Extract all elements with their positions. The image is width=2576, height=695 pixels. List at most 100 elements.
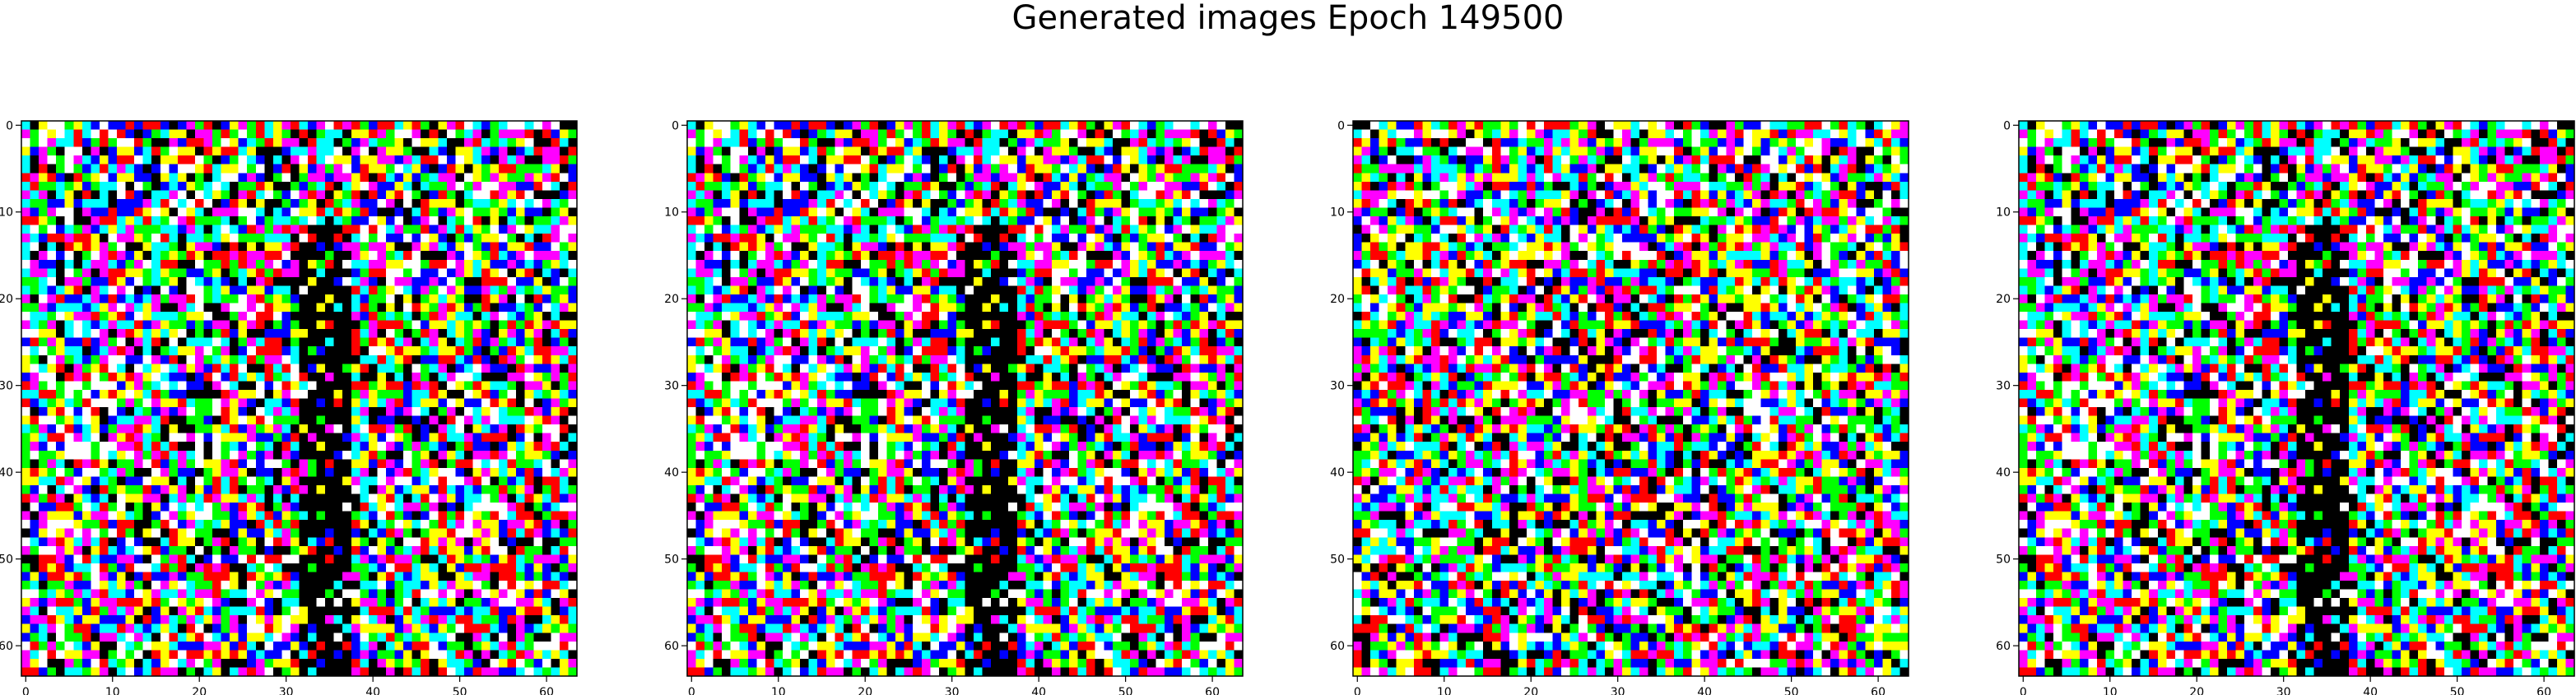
pixel (117, 121, 126, 130)
pixel (472, 155, 482, 165)
pixel (463, 173, 473, 183)
pixel (238, 173, 248, 183)
pixel (56, 129, 66, 139)
pixel (507, 198, 517, 208)
pixel (446, 207, 456, 217)
pixel (403, 173, 413, 183)
pixel (351, 198, 360, 208)
pixel (73, 121, 83, 130)
pixel (99, 121, 109, 130)
pixel (151, 155, 161, 165)
pixel (481, 129, 491, 139)
pixel (455, 198, 465, 208)
pixel (463, 181, 473, 191)
pixel (255, 207, 265, 217)
pixel (73, 173, 83, 183)
pixel (542, 173, 551, 183)
pixel (551, 138, 560, 148)
pixel (542, 190, 551, 200)
pixel (108, 164, 118, 174)
pixel (125, 146, 135, 156)
pixel (333, 164, 343, 174)
pixel (203, 164, 213, 174)
pixel (360, 198, 370, 208)
pixel (281, 198, 291, 208)
pixel (403, 198, 413, 208)
pixel (463, 190, 473, 200)
pixel (169, 146, 179, 156)
pixel (91, 138, 100, 148)
pixel (21, 121, 30, 130)
pixel (39, 121, 49, 130)
pixel (238, 155, 248, 165)
pixel (108, 181, 118, 191)
pixel (73, 129, 83, 139)
pixel (39, 216, 49, 225)
pixel (438, 173, 448, 183)
pixel (281, 121, 291, 130)
pixel (64, 155, 74, 165)
pixel (151, 173, 161, 183)
pixel (230, 129, 239, 139)
pixel (169, 138, 179, 148)
pixel (394, 129, 404, 139)
pixel (342, 181, 352, 191)
pixel (151, 164, 161, 174)
pixel (559, 207, 569, 217)
pixel (368, 181, 378, 191)
pixel (533, 198, 543, 208)
pixel (325, 207, 335, 217)
pixel (238, 129, 248, 139)
pixel (81, 155, 91, 165)
pixel (316, 164, 326, 174)
pixel (385, 121, 395, 130)
pixel (99, 173, 109, 183)
pixel (186, 207, 196, 217)
pixel (221, 138, 230, 148)
pixel (325, 146, 335, 156)
pixel (559, 164, 569, 174)
pixel (438, 181, 448, 191)
pixel (125, 164, 135, 174)
pixel (403, 121, 413, 130)
pixel (212, 207, 221, 217)
pixel (203, 146, 213, 156)
pixel (394, 138, 404, 148)
pixel (421, 146, 430, 156)
pixel (47, 164, 57, 174)
pixel (299, 190, 309, 200)
pixel (91, 121, 100, 130)
pixel (438, 198, 448, 208)
pixel (91, 190, 100, 200)
pixel (368, 190, 378, 200)
pixel (438, 155, 448, 165)
pixel (212, 173, 221, 183)
pixel (412, 129, 421, 139)
pixel (194, 190, 204, 200)
pixel (385, 207, 395, 217)
pixel (203, 207, 213, 217)
pixel (368, 121, 378, 130)
pixel (351, 190, 360, 200)
pixel (472, 121, 482, 130)
pixel (169, 129, 179, 139)
pixel (186, 173, 196, 183)
pixel (446, 129, 456, 139)
pixel (169, 121, 179, 130)
pixel (455, 146, 465, 156)
pixel (47, 198, 57, 208)
pixel (177, 138, 187, 148)
pixel (455, 129, 465, 139)
pixel (73, 190, 83, 200)
pixel (186, 190, 196, 200)
pixel (438, 190, 448, 200)
pixel (73, 181, 83, 191)
pixel (177, 198, 187, 208)
pixel (177, 164, 187, 174)
pixel (516, 190, 526, 200)
pixel (412, 190, 421, 200)
pixel (47, 207, 57, 217)
pixel (47, 181, 57, 191)
pixel (507, 164, 517, 174)
pixel (81, 146, 91, 156)
